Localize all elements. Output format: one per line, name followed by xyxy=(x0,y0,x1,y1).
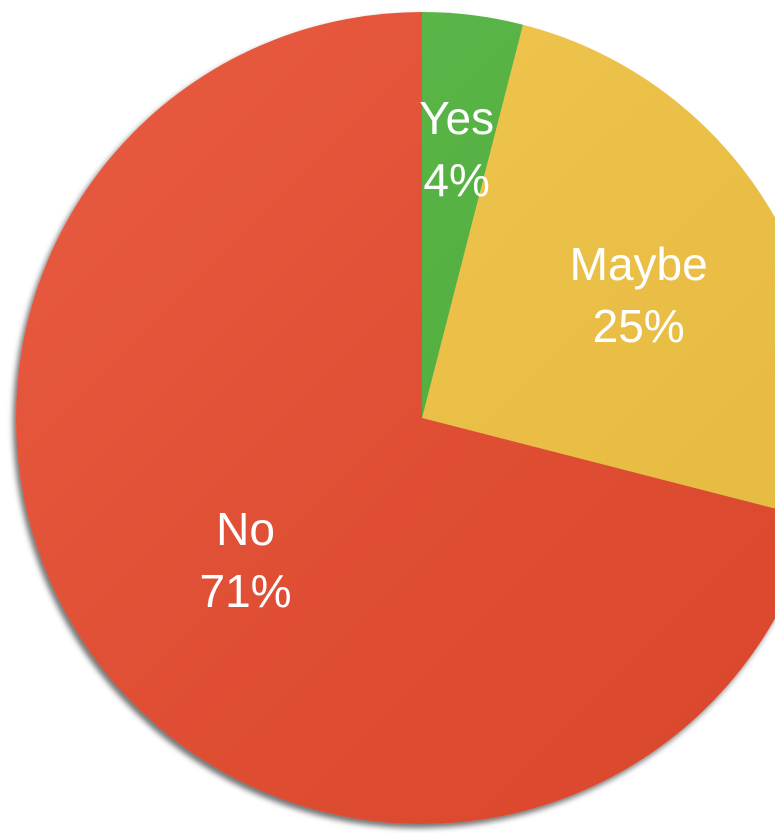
slice-percent-label: 25% xyxy=(593,300,685,352)
slice-name-label: Yes xyxy=(419,92,494,144)
slices-layer xyxy=(16,12,775,824)
slice-name-label: No xyxy=(216,503,275,555)
slice-percent-label: 71% xyxy=(200,565,292,617)
slice-label-yes: Yes 4% xyxy=(419,92,494,206)
slice-label-maybe: Maybe 25% xyxy=(570,238,708,352)
slice-percent-label: 4% xyxy=(423,154,489,206)
slice-name-label: Maybe xyxy=(570,238,708,290)
labels-layer: Yes 4% Maybe 25% No 71% xyxy=(200,92,708,617)
slice-label-no: No 71% xyxy=(200,503,292,617)
